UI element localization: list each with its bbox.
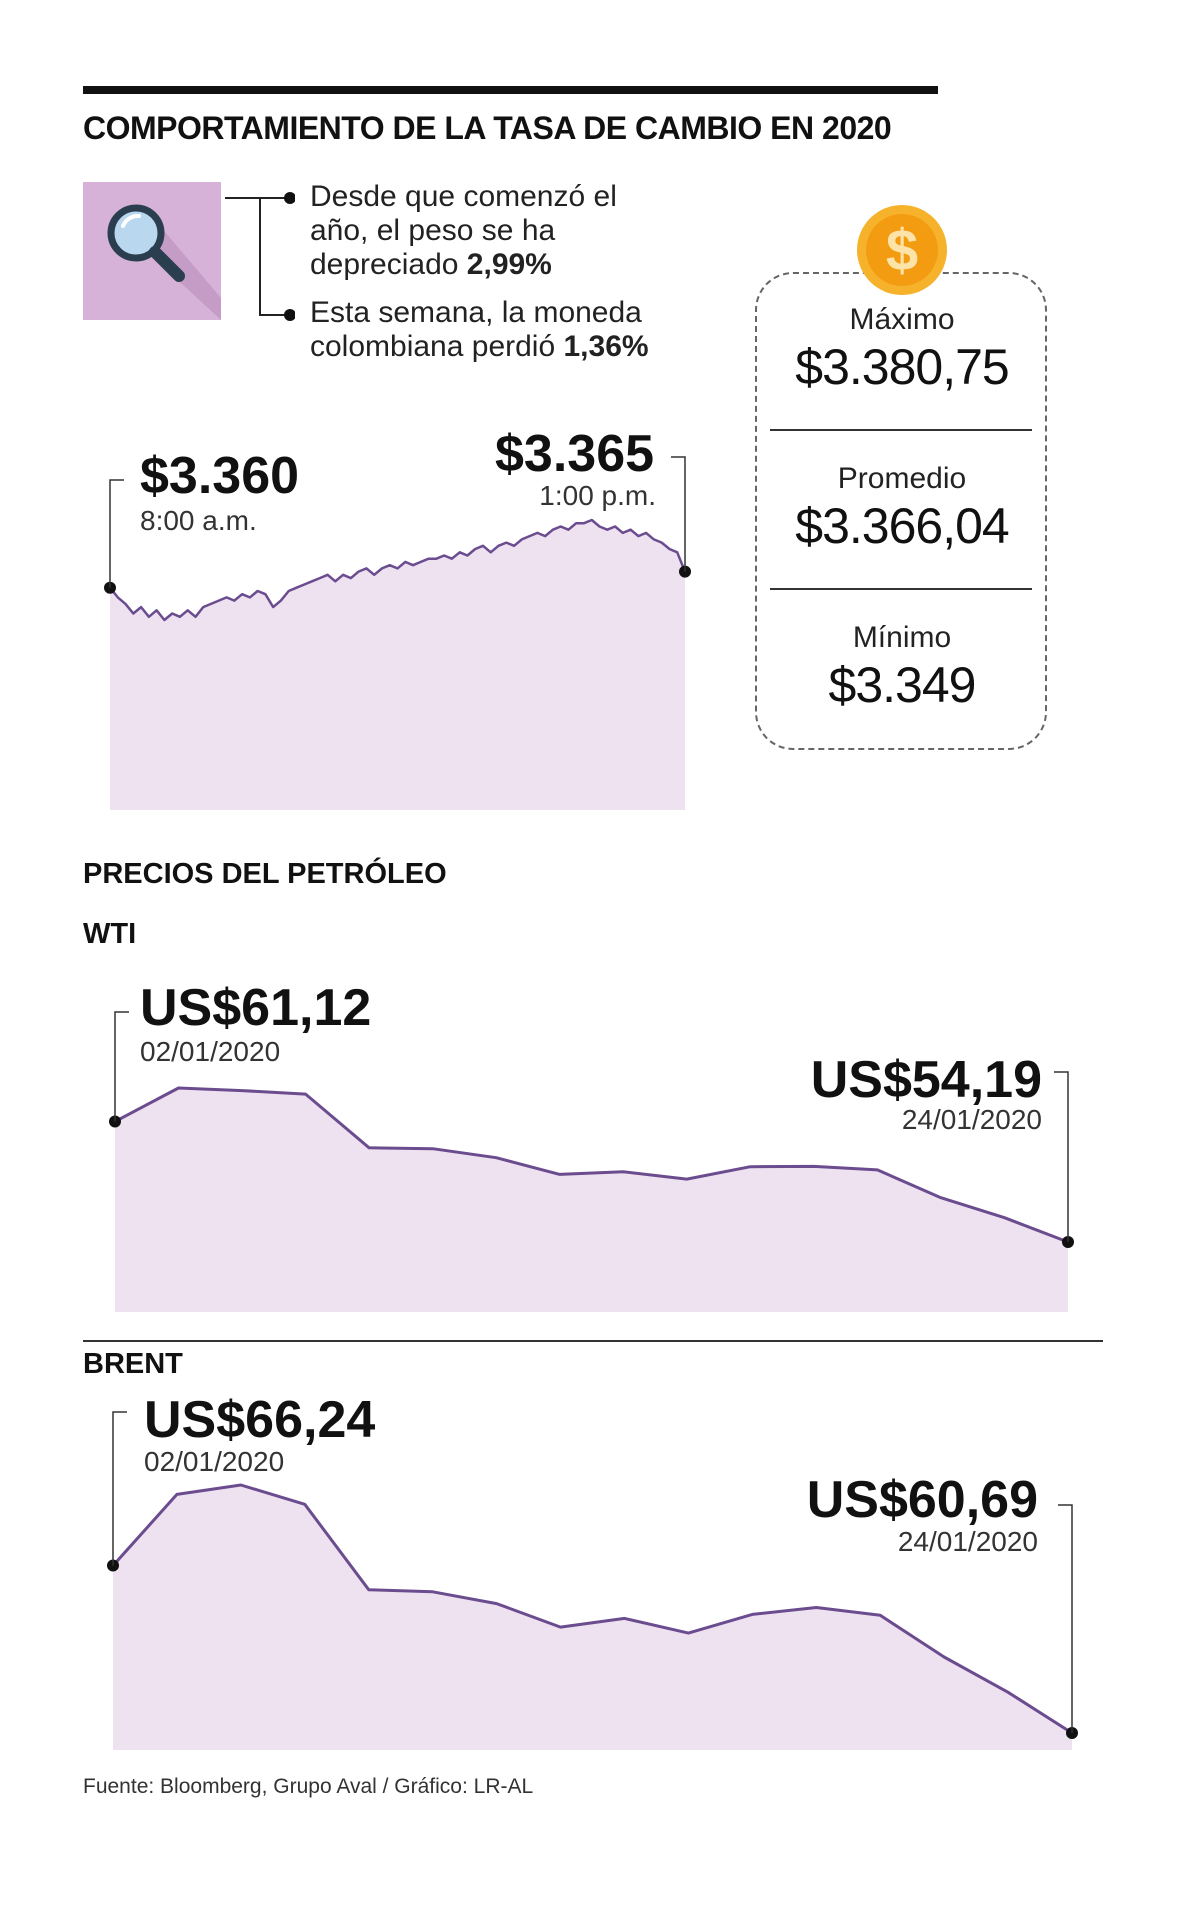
brent-start-label: US$66,24 — [144, 1391, 376, 1449]
note-weekly-loss: Esta semana, la moneda colombiana perdió… — [310, 296, 649, 363]
wti-end-date: 24/01/2020 — [901, 1104, 1042, 1135]
wti-end-label: US$54,19 — [810, 1051, 1042, 1109]
min-label: Mínimo — [852, 621, 952, 654]
wti-chart — [109, 1011, 1074, 1312]
top-rule — [83, 86, 938, 94]
page-title: COMPORTAMIENTO DE LA TASA DE CAMBIO EN 2… — [83, 110, 892, 146]
source-credit: Fuente: Bloomberg, Grupo Aval / Gráfico:… — [83, 1775, 534, 1798]
oil-section-title: PRECIOS DEL PETRÓLEO — [83, 858, 447, 890]
wti-start-label: US$61,12 — [140, 979, 372, 1037]
min-value: $3.349 — [828, 657, 977, 713]
wti-start-date: 02/01/2020 — [140, 1036, 281, 1067]
brent-title: BRENT — [83, 1348, 183, 1380]
note-depreciation-year: Desde que comenzó el año, el peso se ha … — [310, 180, 617, 281]
magnifier-icon — [83, 182, 221, 320]
wti-area — [115, 1088, 1068, 1312]
fx-end-label: $3.365 — [495, 425, 655, 483]
brent-start-date: 02/01/2020 — [144, 1446, 285, 1477]
stats-divider-1 — [770, 429, 1032, 431]
brent-end-label: US$60,69 — [806, 1471, 1038, 1529]
svg-text:$: $ — [886, 218, 918, 283]
fx-start-leader — [109, 479, 124, 588]
wti-start-leader — [114, 1011, 129, 1122]
fx-point — [104, 581, 116, 594]
avg-value: $3.366,04 — [795, 498, 1009, 554]
wti-title: WTI — [83, 918, 137, 950]
oil-divider — [83, 1340, 1103, 1342]
fx-line — [109, 518, 687, 622]
brent-line — [111, 1483, 1073, 1735]
wti-line — [114, 1086, 1069, 1244]
fx-start-time: 8:00 a.m. — [140, 505, 257, 536]
fx-end-leader — [671, 456, 686, 572]
brent-start-leader — [112, 1411, 127, 1566]
brent-end-date: 24/01/2020 — [897, 1526, 1038, 1557]
stats-divider-2 — [770, 588, 1032, 590]
fx-end-time: 1:00 p.m. — [539, 480, 656, 511]
fx-point — [679, 565, 691, 578]
notes-connector — [225, 192, 295, 321]
dollar-coin-icon: $ — [856, 204, 948, 296]
exchange-rate-chart — [104, 456, 691, 810]
brent-end-leader — [1058, 1504, 1073, 1733]
fx-area — [110, 520, 685, 810]
brent-area — [113, 1485, 1072, 1750]
max-label: Máximo — [849, 303, 955, 336]
brent-chart — [107, 1411, 1078, 1750]
avg-label: Promedio — [837, 462, 967, 495]
fx-start-label: $3.360 — [140, 447, 300, 505]
max-value: $3.380,75 — [795, 339, 1009, 395]
wti-end-leader — [1054, 1071, 1069, 1242]
